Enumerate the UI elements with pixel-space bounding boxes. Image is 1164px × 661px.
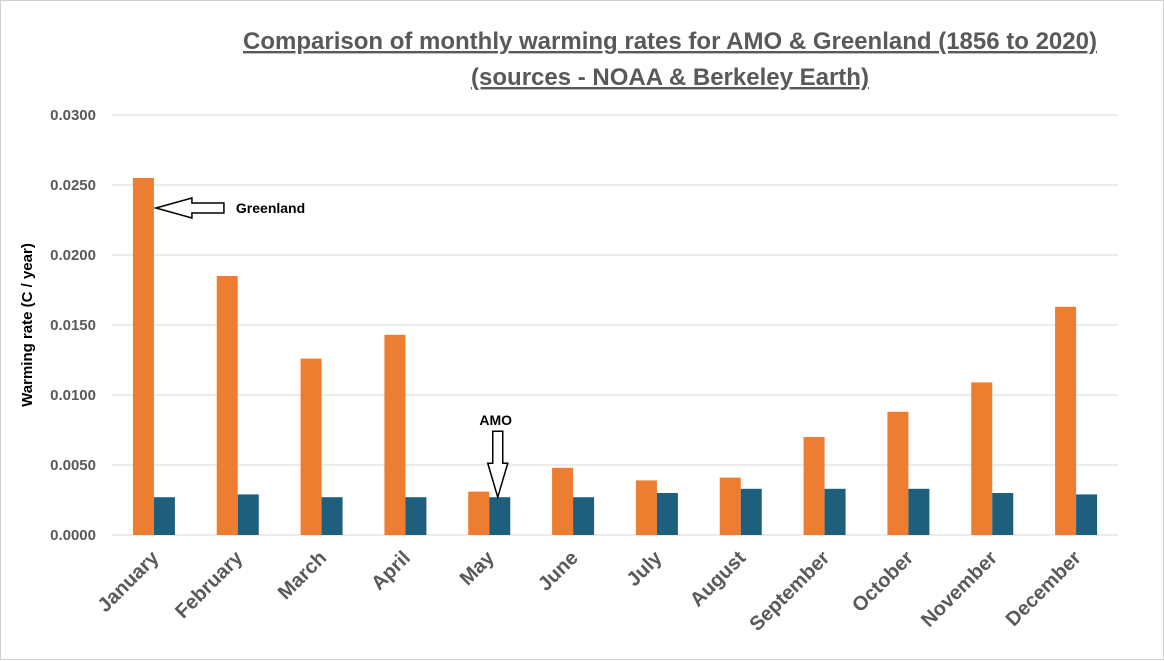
bar-series-1-may — [489, 497, 511, 535]
x-tick-label: July — [623, 546, 667, 590]
greenland-annotation: Greenland — [236, 200, 305, 216]
bar-series-1-december — [1076, 494, 1098, 535]
bar-series-0-january — [132, 178, 154, 535]
chart-title-line2: (sources - NOAA & Berkeley Earth) — [471, 64, 869, 91]
x-tick-label: September — [745, 547, 834, 636]
bar-series-1-november — [992, 493, 1014, 535]
y-tick-label: 0.0150 — [50, 317, 96, 334]
amo-annotation: AMO — [479, 412, 512, 428]
gridlines — [112, 114, 1118, 536]
bar-series-0-april — [384, 334, 406, 535]
amo-arrow-icon — [486, 430, 509, 500]
bar-series-0-november — [971, 382, 993, 535]
y-tick-label: 0.0050 — [50, 457, 96, 474]
x-tick-label: November — [917, 547, 1002, 632]
bar-series-1-march — [321, 497, 343, 535]
x-tick-label: August — [686, 547, 751, 612]
bar-series-0-december — [1055, 306, 1077, 535]
bar-series-1-august — [740, 488, 762, 535]
bars — [132, 178, 1098, 535]
annotations: Greenland AMO — [153, 197, 512, 500]
bar-series-1-june — [573, 497, 595, 535]
x-axis-ticks: January February March April May June July Augu… — [94, 546, 1086, 635]
y-axis-label: Warming rate (C / year) — [19, 243, 36, 407]
y-tick-label: 0.0000 — [50, 527, 96, 544]
chart-title-line1: Comparison of monthly warming rates for … — [243, 28, 1097, 55]
bar-series-0-august — [719, 477, 741, 535]
bar-series-1-october — [908, 488, 930, 535]
bar-series-1-july — [656, 493, 678, 535]
bar-series-0-june — [552, 467, 574, 535]
bar-series-0-march — [300, 358, 322, 535]
bar-series-1-february — [237, 494, 259, 535]
x-tick-label: January — [94, 546, 164, 616]
bar-series-1-september — [824, 488, 846, 535]
bar-series-1-january — [153, 497, 175, 535]
bar-series-0-july — [635, 480, 657, 535]
x-tick-label: March — [274, 547, 331, 604]
bar-series-1-april — [405, 497, 427, 535]
y-tick-label: 0.0300 — [50, 107, 96, 124]
bar-series-0-may — [468, 491, 490, 535]
greenland-arrow-icon — [153, 197, 225, 219]
y-axis-ticks: 0.0000 0.0050 0.0100 0.0150 0.0200 0.0250 0.03… — [50, 107, 96, 544]
x-tick-label: February — [171, 546, 248, 623]
y-tick-label: 0.0200 — [50, 247, 96, 264]
x-tick-label: May — [456, 546, 500, 590]
x-tick-label: June — [534, 547, 583, 596]
bar-series-0-february — [216, 276, 238, 535]
bar-series-0-october — [887, 411, 909, 535]
x-tick-label: October — [848, 547, 918, 617]
y-tick-label: 0.0100 — [50, 387, 96, 404]
y-tick-label: 0.0250 — [50, 177, 96, 194]
bar-series-0-september — [803, 437, 825, 535]
x-tick-label: April — [367, 547, 415, 595]
x-tick-label: December — [1002, 547, 1086, 631]
